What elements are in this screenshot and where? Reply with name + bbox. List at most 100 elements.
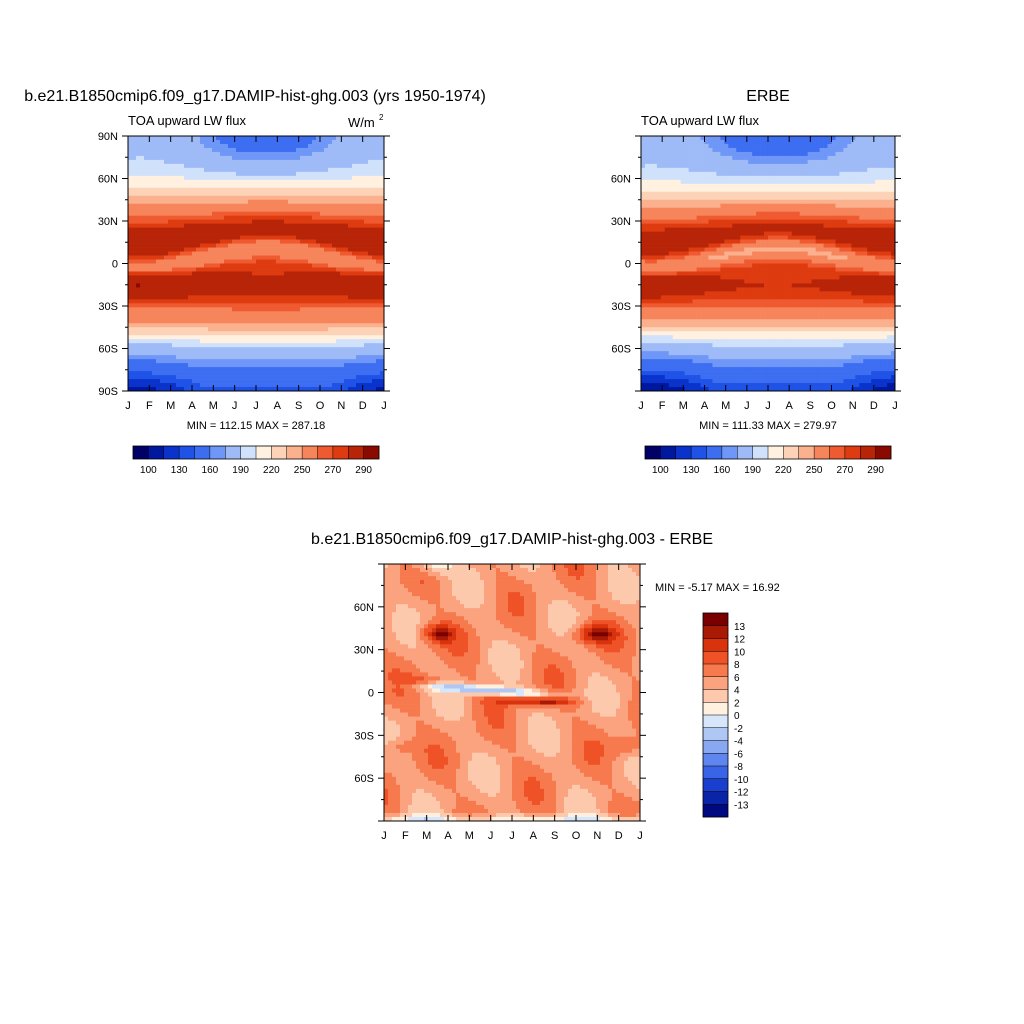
contour-cell	[328, 387, 333, 392]
contour-cell	[364, 263, 369, 268]
contour-cell	[152, 351, 157, 356]
contour-cell	[296, 151, 301, 157]
contour-cell	[648, 136, 654, 141]
contour-cell	[140, 199, 145, 205]
contour-cell	[204, 235, 209, 240]
contour-cell	[280, 275, 285, 280]
contour-cell	[863, 147, 868, 153]
contour-cell	[212, 383, 217, 388]
contour-cell	[380, 235, 385, 240]
contour-cell	[783, 139, 789, 145]
contour-cell	[344, 219, 349, 224]
contour-cell	[196, 371, 201, 376]
contour-cell	[835, 139, 840, 145]
contour-cell	[364, 271, 369, 276]
contour-cell	[180, 263, 185, 268]
contour-cell	[356, 223, 361, 228]
contour-cell	[791, 136, 797, 141]
contour-cell	[280, 371, 285, 376]
contour-cell	[783, 159, 789, 165]
contour-cell	[336, 291, 341, 296]
contour-cell	[372, 235, 377, 240]
contour-cell	[208, 323, 213, 328]
contour-cell	[771, 143, 777, 149]
contour-cell	[859, 167, 864, 173]
contour-cell	[232, 183, 237, 189]
contour-cell	[244, 263, 249, 268]
contour-cell	[128, 203, 133, 209]
contour-cell	[312, 263, 317, 268]
contour-cell	[132, 171, 137, 177]
contour-cell	[360, 355, 365, 360]
contour-cell	[300, 155, 305, 161]
contour-cell	[220, 175, 225, 181]
contour-cell	[336, 215, 341, 221]
contour-cell	[164, 247, 169, 252]
contour-cell	[352, 367, 357, 372]
contour-cell	[320, 239, 325, 244]
contour-cell	[200, 339, 205, 344]
contour-cell	[200, 251, 205, 256]
contour-cell	[156, 207, 161, 213]
contour-cell	[340, 295, 345, 300]
contour-cell	[328, 215, 333, 221]
contour-cell	[775, 143, 781, 149]
contour-cell	[168, 187, 173, 193]
contour-cell	[256, 247, 261, 252]
contour-cell	[284, 207, 289, 213]
contour-cell	[188, 327, 193, 332]
contour-cell	[276, 287, 281, 292]
contour-cell	[320, 351, 325, 356]
contour-cell	[867, 151, 872, 157]
contour-cell	[296, 315, 301, 320]
contour-cell	[292, 363, 297, 368]
contour-cell	[132, 243, 137, 248]
contour-cell	[348, 331, 353, 336]
contour-cell	[224, 136, 229, 141]
contour-cell	[216, 267, 221, 272]
contour-cell	[236, 275, 241, 280]
contour-cell	[164, 223, 169, 228]
contour-cell	[344, 327, 349, 332]
contour-cell	[216, 191, 221, 197]
contour-cell	[268, 227, 273, 232]
contour-cell	[152, 383, 157, 388]
contour-cell	[244, 136, 249, 141]
contour-cell	[831, 139, 836, 145]
contour-cell	[847, 139, 852, 145]
contour-cell	[204, 219, 209, 224]
contour-cell	[336, 223, 341, 228]
contour-cell	[156, 287, 161, 292]
contour-cell	[336, 171, 341, 177]
contour-cell	[136, 227, 141, 232]
contour-cell	[300, 243, 305, 248]
contour-cell	[728, 143, 733, 149]
contour-cell	[248, 375, 253, 380]
contour-cell	[192, 139, 197, 145]
contour-cell	[292, 287, 297, 292]
contour-cell	[288, 335, 293, 340]
contour-cell	[244, 283, 249, 288]
contour-cell	[184, 295, 189, 300]
contour-cell	[260, 287, 265, 292]
contour-cell	[344, 267, 349, 272]
contour-cell	[188, 315, 193, 320]
contour-cell	[316, 335, 321, 340]
contour-cell	[288, 235, 293, 240]
contour-cell	[188, 255, 193, 260]
contour-cell	[224, 203, 229, 209]
contour-cell	[352, 183, 357, 189]
contour-cell	[851, 179, 856, 185]
contour-cell	[152, 307, 157, 312]
y-tick-label: 60N	[98, 174, 118, 186]
contour-cell	[680, 151, 686, 157]
contour-cell	[328, 163, 333, 169]
contour-cell	[863, 151, 868, 157]
contour-cell	[144, 163, 149, 169]
contour-cell	[136, 323, 141, 328]
contour-cell	[320, 187, 325, 193]
contour-cell	[316, 223, 321, 228]
contour-cell	[144, 167, 149, 173]
contour-cell	[152, 247, 157, 252]
contour-cell	[348, 387, 353, 392]
